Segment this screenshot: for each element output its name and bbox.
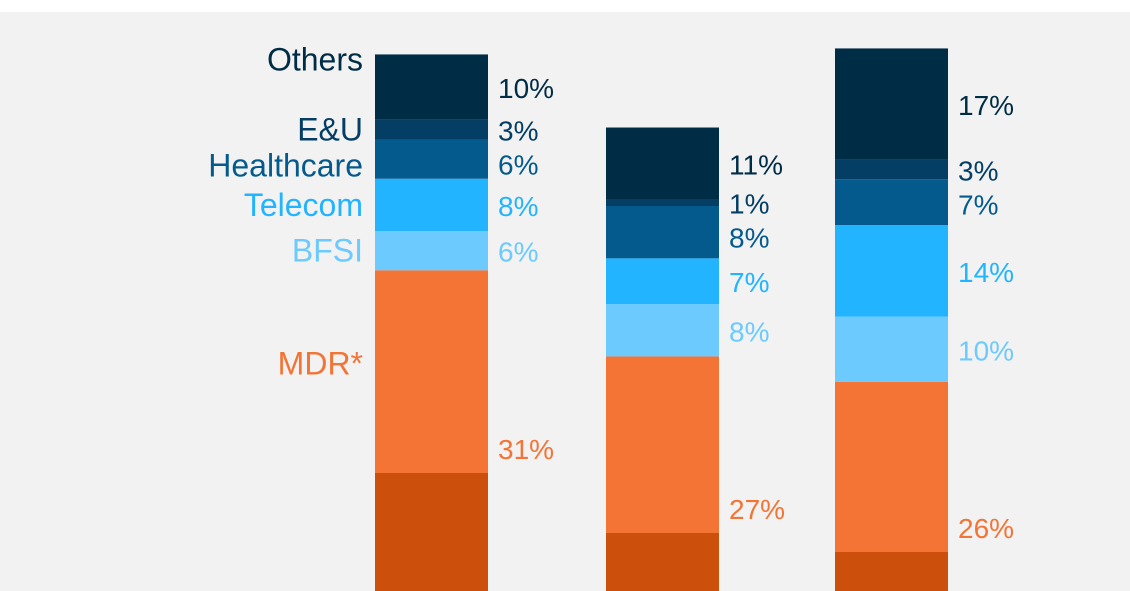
bar-segment-1-0 — [606, 533, 719, 591]
bar-segment-1-4 — [606, 206, 719, 259]
value-label-0-2: 6% — [498, 237, 538, 268]
value-labels-layer: 10%3%6%8%6%31%11%1%8%7%8%27%17%3%7%14%10… — [498, 73, 1014, 544]
bar-segment-1-2 — [606, 304, 719, 357]
bars-layer — [375, 48, 948, 591]
value-label-1-3: 7% — [729, 267, 769, 298]
value-label-1-4: 8% — [729, 223, 769, 254]
legend-label-2: BFSI — [292, 233, 363, 269]
bar-segment-2-1 — [835, 381, 948, 552]
value-label-2-3: 14% — [958, 257, 1014, 288]
legend-label-4: Healthcare — [208, 148, 363, 184]
value-label-2-1: 26% — [958, 513, 1014, 544]
value-label-2-4: 7% — [958, 189, 998, 220]
value-label-0-6: 10% — [498, 73, 554, 104]
bar-segment-0-5 — [375, 119, 488, 140]
bar-segment-0-3 — [375, 178, 488, 232]
bar-segment-2-5 — [835, 159, 948, 180]
bar-segment-1-5 — [606, 199, 719, 206]
value-label-1-1: 27% — [729, 494, 785, 525]
legend-label-5: E&U — [297, 112, 363, 148]
bar-segment-0-4 — [375, 139, 488, 179]
bar-segment-2-0 — [835, 552, 948, 591]
bar-segment-2-2 — [835, 316, 948, 382]
value-label-2-2: 10% — [958, 335, 1014, 366]
bar-segment-1-1 — [606, 356, 719, 533]
value-label-0-5: 3% — [498, 116, 538, 147]
value-label-0-3: 8% — [498, 191, 538, 222]
value-label-1-6: 11% — [729, 149, 783, 180]
value-label-0-1: 31% — [498, 434, 554, 465]
bar-segment-1-6 — [606, 127, 719, 200]
value-label-0-4: 6% — [498, 150, 538, 181]
value-label-2-5: 3% — [958, 155, 998, 186]
value-label-2-6: 17% — [958, 90, 1014, 121]
bar-segment-1-3 — [606, 258, 719, 305]
legend-label-6: Others — [267, 41, 363, 77]
legend-label-3: Telecom — [244, 187, 363, 223]
bar-segment-2-3 — [835, 225, 948, 317]
bar-segment-0-6 — [375, 54, 488, 120]
value-label-1-2: 8% — [729, 316, 769, 347]
value-label-1-5: 1% — [729, 189, 769, 220]
bar-segment-0-0 — [375, 473, 488, 591]
bar-segment-0-2 — [375, 231, 488, 271]
bar-segment-2-4 — [835, 179, 948, 225]
bar-segment-2-6 — [835, 48, 948, 160]
legend-label-1: MDR* — [278, 345, 363, 381]
bar-segment-0-1 — [375, 270, 488, 473]
